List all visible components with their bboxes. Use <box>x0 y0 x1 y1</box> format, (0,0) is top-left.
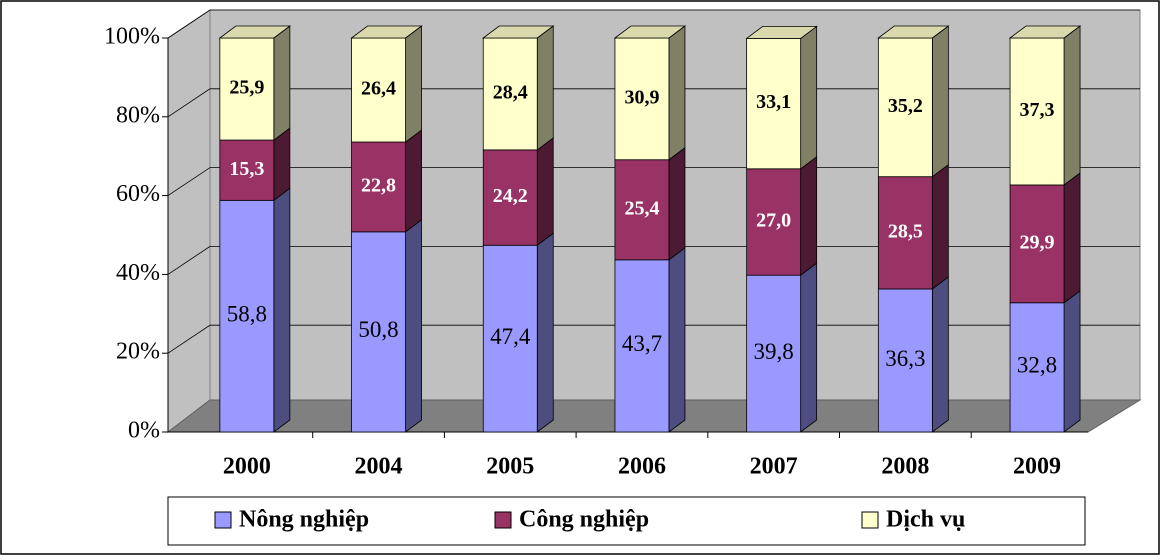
bar-segment <box>746 168 802 276</box>
legend-swatch <box>861 511 879 529</box>
bar-segment <box>1009 184 1065 304</box>
x-tick-label: 2005 <box>486 454 534 480</box>
data-label: 25,4 <box>624 197 659 219</box>
grid-line <box>167 167 1140 196</box>
data-label: 43,7 <box>622 331 662 356</box>
bar-side <box>668 247 686 433</box>
grid-line <box>167 9 1140 39</box>
bar-segment <box>877 288 933 433</box>
data-label: 25,9 <box>229 77 264 99</box>
bar-segment <box>219 139 275 201</box>
bar-side <box>1063 172 1081 304</box>
bar-side <box>536 232 554 433</box>
bar-segment <box>351 141 406 233</box>
bar-top <box>350 25 423 39</box>
legend-label: Công nghiệp <box>519 507 649 533</box>
legend-swatch <box>494 511 512 529</box>
y-tick-label: 20% <box>116 339 160 365</box>
bar-segment <box>1009 302 1065 433</box>
data-label: 50,8 <box>358 317 398 342</box>
x-tick-label: 2007 <box>750 454 798 480</box>
bar-side <box>931 276 949 433</box>
bar-segment <box>482 37 538 151</box>
x-tick-label: 2008 <box>881 454 929 480</box>
bar-top <box>482 25 555 39</box>
data-label: 30,9 <box>624 86 659 108</box>
legend-label: Nông nghiệp <box>239 507 369 533</box>
data-label: 27,0 <box>756 210 791 232</box>
legend-swatch <box>214 511 232 529</box>
bar-top <box>745 25 818 39</box>
data-label: 37,3 <box>1020 99 1055 121</box>
bar-segment <box>746 37 802 170</box>
y-tick-label: 80% <box>116 102 160 128</box>
grid-line <box>167 245 1140 275</box>
bar-top <box>613 25 687 39</box>
data-label: 28,4 <box>493 82 528 104</box>
bar-segment <box>219 37 275 141</box>
bar-side <box>405 219 422 433</box>
bar-segment <box>482 244 538 433</box>
bar-side <box>800 156 818 276</box>
y-tick-label: 0% <box>128 418 160 444</box>
bar-segment <box>1009 37 1065 186</box>
bar-side <box>931 163 949 290</box>
data-label: 29,9 <box>1020 231 1055 253</box>
side-wall <box>167 9 211 434</box>
bar-side <box>800 25 818 170</box>
bar-side <box>405 129 422 233</box>
x-tick-label: 2000 <box>223 454 271 480</box>
bar-segment <box>614 259 670 433</box>
bar-side <box>800 262 818 433</box>
bar-side <box>1063 289 1081 433</box>
bar-side <box>273 25 291 141</box>
bar-segment <box>482 149 538 246</box>
legend-label: Dịch vụ <box>886 507 965 533</box>
bar-side <box>405 25 422 143</box>
bar-side <box>931 25 949 178</box>
bar-top <box>877 25 950 39</box>
bar-side <box>668 25 686 161</box>
bar-side <box>273 127 291 202</box>
legend-box <box>167 496 1086 546</box>
data-label: 28,5 <box>888 220 923 242</box>
data-label: 32,8 <box>1017 353 1057 378</box>
data-label: 58,8 <box>227 301 267 326</box>
x-tick-label: 2004 <box>355 454 403 480</box>
data-label: 26,4 <box>361 78 396 100</box>
bar-segment <box>614 159 670 261</box>
y-tick-label: 40% <box>116 260 160 286</box>
bar-top <box>1008 25 1082 39</box>
data-label: 36,3 <box>885 346 925 371</box>
data-label: 22,8 <box>361 175 396 197</box>
data-label: 15,3 <box>229 158 264 180</box>
bar-side <box>273 187 291 433</box>
bar-segment <box>351 231 406 433</box>
data-label: 47,4 <box>490 324 531 349</box>
y-tick-label: 60% <box>116 181 160 207</box>
y-tick-label: 100% <box>104 24 160 50</box>
bar-top <box>218 25 292 39</box>
data-label: 33,1 <box>756 91 791 113</box>
x-tick-label: 2006 <box>618 454 666 480</box>
data-label: 24,2 <box>493 185 528 207</box>
bar-side <box>668 146 686 261</box>
bar-segment <box>219 199 275 433</box>
bar-side <box>536 137 554 247</box>
bar-segment <box>746 274 802 433</box>
grid-line <box>167 324 1140 354</box>
bar-side <box>1063 25 1081 186</box>
data-label: 35,2 <box>888 95 923 117</box>
bar-segment <box>614 37 670 161</box>
bar-segment <box>877 176 933 290</box>
bar-side <box>536 25 554 151</box>
x-tick-label: 2009 <box>1013 454 1061 480</box>
bar-segment <box>877 37 933 178</box>
data-label: 39,8 <box>754 339 794 364</box>
grid-line <box>167 88 1140 118</box>
